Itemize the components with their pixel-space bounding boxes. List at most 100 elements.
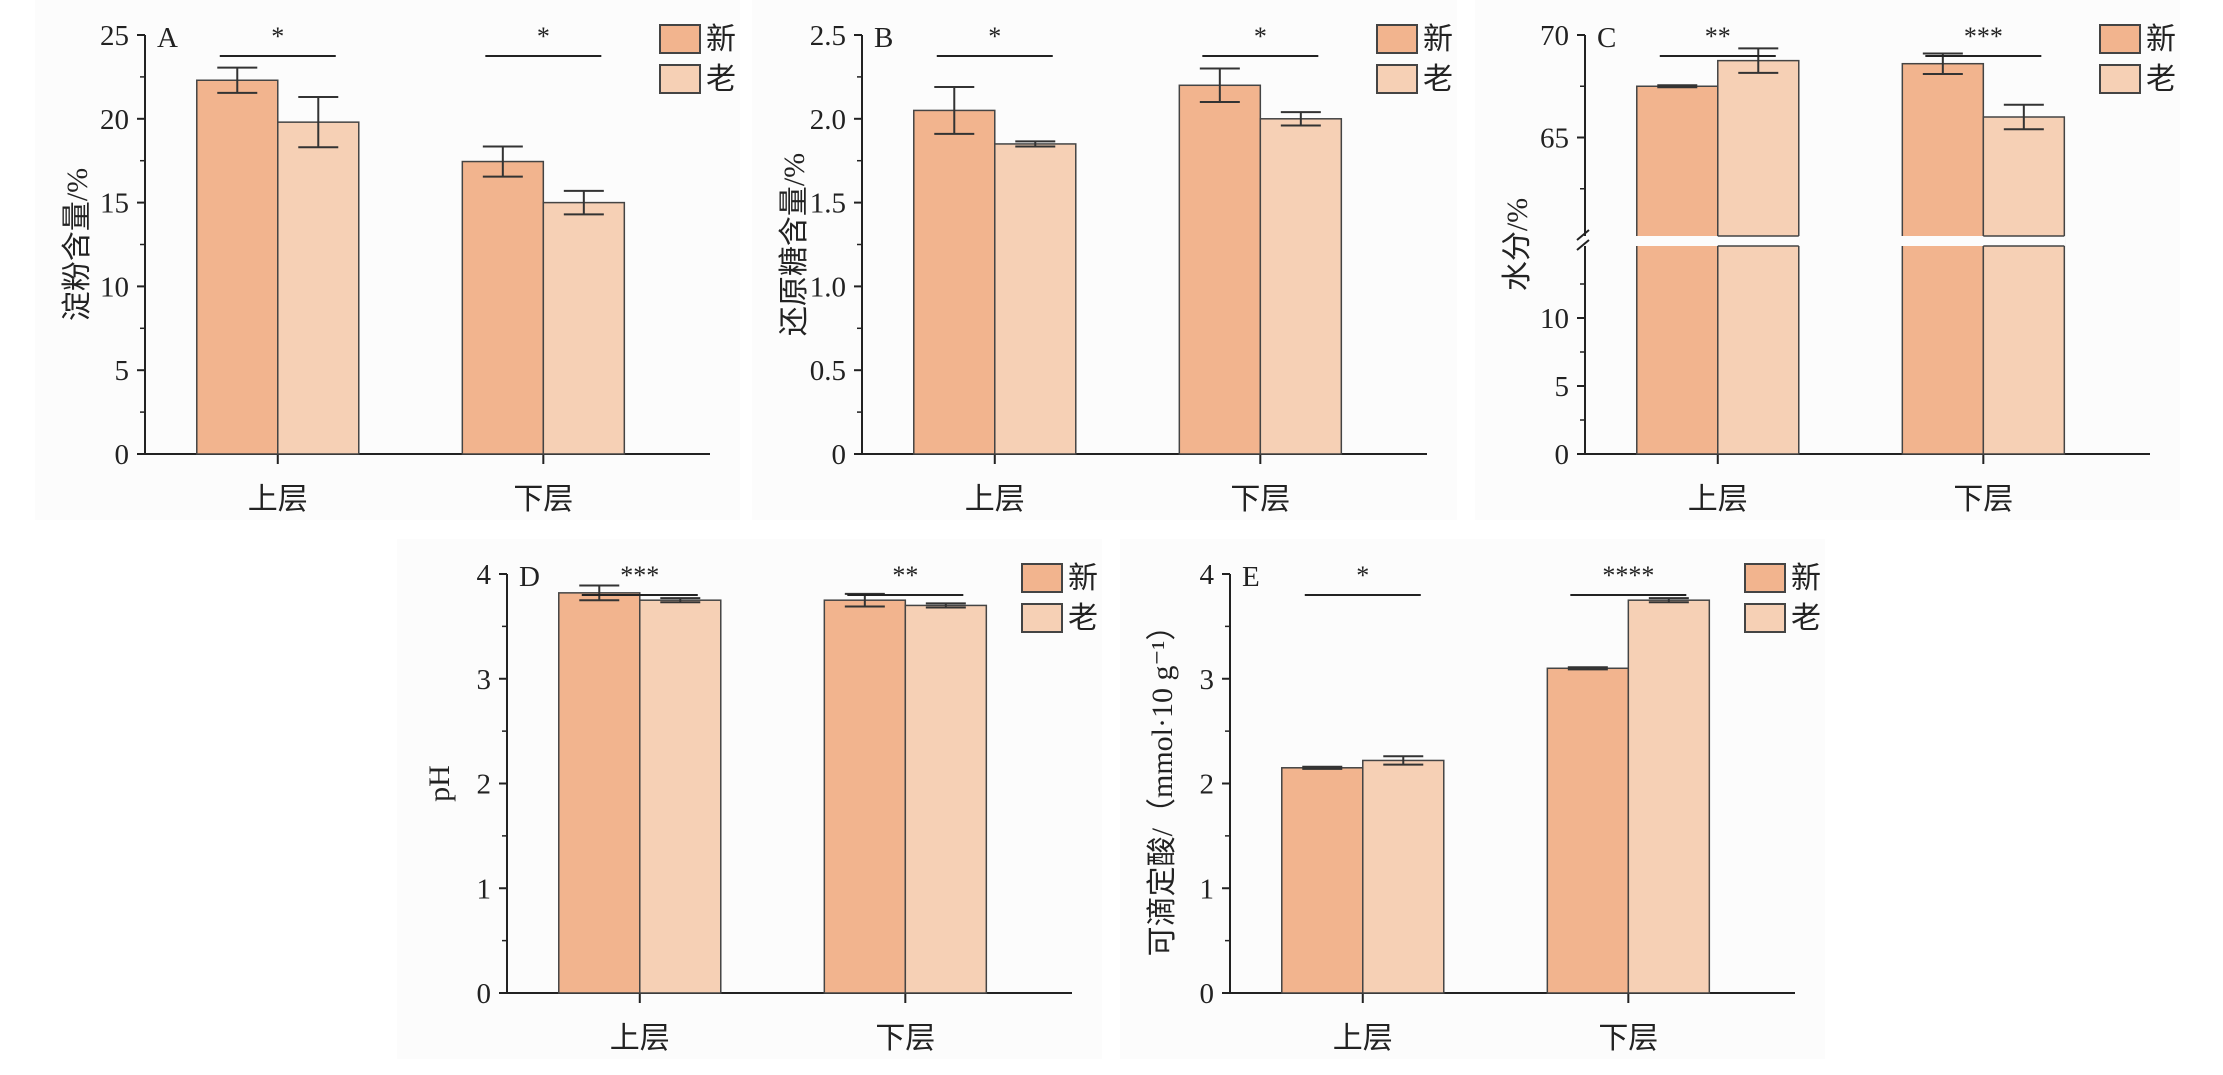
x-tick-label: 下层 — [1598, 1022, 1658, 1055]
legend-swatch-老 — [1744, 603, 1786, 633]
chart-panel-B: 0 0.5 1.0 1.5 2.0 2.5 还原糖含量/% B 上层 * 下层 * 新老 — [752, 0, 1457, 520]
error-bar — [925, 602, 966, 609]
panel-letter: C — [1597, 22, 1616, 54]
y-tick-label: 3 — [1200, 664, 1215, 696]
error-bar — [1015, 140, 1056, 148]
error-bar — [563, 189, 604, 216]
bar-新-上层 — [558, 592, 641, 994]
legend-swatch-老 — [2099, 64, 2141, 94]
y-tick-label: 0 — [1555, 439, 1570, 471]
y-tick-label: 1 — [1200, 873, 1215, 905]
y-tick-label: 5 — [1555, 371, 1570, 403]
x-tick-label: 下层 — [1230, 483, 1290, 516]
significance-stars: * — [988, 22, 1001, 51]
y-tick-label: 1 — [477, 873, 492, 905]
error-bar — [482, 145, 523, 178]
y-tick-label: 2.5 — [810, 20, 846, 52]
y-tick-label: 3 — [477, 664, 492, 696]
legend-swatch-新 — [1744, 563, 1786, 593]
bar-老-上层 — [994, 143, 1077, 455]
bar-break-gap — [1635, 236, 1719, 246]
y-tick-label: 0 — [832, 439, 847, 471]
bar-新-上层 — [1636, 85, 1719, 455]
bar-老-下层 — [1259, 118, 1343, 455]
y-tick-label: 4 — [1200, 559, 1215, 591]
legend-swatch-新 — [1376, 24, 1418, 54]
y-tick-label: 15 — [100, 188, 129, 220]
legend-label: 新 — [1423, 23, 1453, 56]
legend-label: 新 — [1068, 562, 1098, 595]
chart-panel-A: 0 5 10 15 20 25 淀粉含量/% A 上层 * 下层 * 新老 — [35, 0, 740, 520]
bar-老-上层 — [1717, 59, 1800, 455]
significance-stars: * — [1254, 22, 1267, 51]
legend-label: 老 — [1791, 602, 1821, 635]
error-bar — [660, 597, 701, 604]
error-bar — [934, 85, 975, 135]
x-tick-label: 上层 — [965, 483, 1025, 516]
x-tick-label: 上层 — [610, 1022, 670, 1055]
legend-label: 老 — [706, 63, 736, 96]
legend-label: 老 — [1423, 63, 1453, 96]
bar-老-下层 — [904, 604, 988, 994]
legend-swatch-新 — [659, 24, 701, 54]
y-axis-label: pH — [423, 765, 456, 802]
chart-panel-C: 0 5 10 65 70 水分/% C 上层 ** 下层 *** 新老 — [1475, 0, 2180, 520]
error-bar — [298, 96, 339, 149]
bar-老-下层 — [1982, 116, 2066, 455]
error-bar — [1302, 765, 1343, 770]
y-axis-label: 水分/% — [1501, 198, 1534, 291]
legend-swatch-老 — [1376, 64, 1418, 94]
y-tick-label: 2 — [1200, 769, 1215, 801]
error-bar — [2003, 103, 2044, 131]
significance-stars: **** — [1602, 561, 1654, 590]
y-tick-label: 0 — [115, 439, 130, 471]
significance-stars: * — [271, 22, 284, 51]
bar-新-下层 — [1546, 667, 1630, 994]
error-bar — [579, 584, 620, 602]
y-axis-label: 可滴定酸/（mmol·10 g⁻¹） — [1146, 611, 1179, 957]
panel-letter: E — [1242, 561, 1260, 593]
x-tick-label: 下层 — [1953, 483, 2013, 516]
error-bar — [1567, 666, 1608, 671]
significance-stars: ** — [892, 561, 918, 590]
y-tick-label: 5 — [115, 355, 130, 387]
y-tick-label: 2.0 — [810, 104, 846, 136]
y-axis-label: 淀粉含量/% — [61, 168, 94, 321]
x-tick-label: 上层 — [1333, 1022, 1393, 1055]
significance-stars: *** — [1964, 22, 2003, 51]
error-bar — [1199, 67, 1240, 104]
panel-letter: B — [874, 22, 893, 54]
bar-break-gap — [1982, 236, 2066, 246]
legend-swatch-老 — [659, 64, 701, 94]
significance-stars: * — [537, 22, 550, 51]
bar-老-下层 — [1627, 599, 1711, 994]
bar-新-上层 — [1281, 767, 1364, 994]
bar-老-上层 — [1362, 759, 1445, 994]
legend-label: 老 — [1068, 602, 1098, 635]
significance-stars: * — [1356, 561, 1369, 590]
y-tick-label: 10 — [100, 271, 129, 303]
bar-新-下层 — [1178, 84, 1262, 455]
bar-break-gap — [1901, 236, 1985, 246]
legend-swatch-新 — [1021, 563, 1063, 593]
error-bar — [1280, 111, 1321, 127]
error-bar — [217, 66, 258, 94]
y-tick-label: 1.5 — [810, 188, 846, 220]
bar-新-下层 — [1901, 62, 1985, 455]
y-tick-label: 20 — [100, 104, 129, 136]
bar-新-下层 — [461, 160, 545, 455]
legend-label: 老 — [2146, 63, 2176, 96]
significance-stars: *** — [620, 561, 659, 590]
y-tick-label: 0 — [477, 978, 492, 1010]
axis-break-mark — [1576, 229, 1590, 251]
panel-letter: A — [157, 22, 178, 54]
y-tick-label: 70 — [1540, 20, 1569, 52]
y-tick-label: 1.0 — [810, 271, 846, 303]
y-tick-label: 10 — [1540, 303, 1569, 335]
chart-panel-E: 0 1 2 3 4 可滴定酸/（mmol·10 g⁻¹） E 上层 * 下层 **** 新老 — [1120, 539, 1825, 1059]
y-tick-label: 25 — [100, 20, 129, 52]
bar-老-上层 — [277, 121, 360, 455]
error-bar — [1383, 755, 1424, 766]
significance-stars: ** — [1705, 22, 1731, 51]
